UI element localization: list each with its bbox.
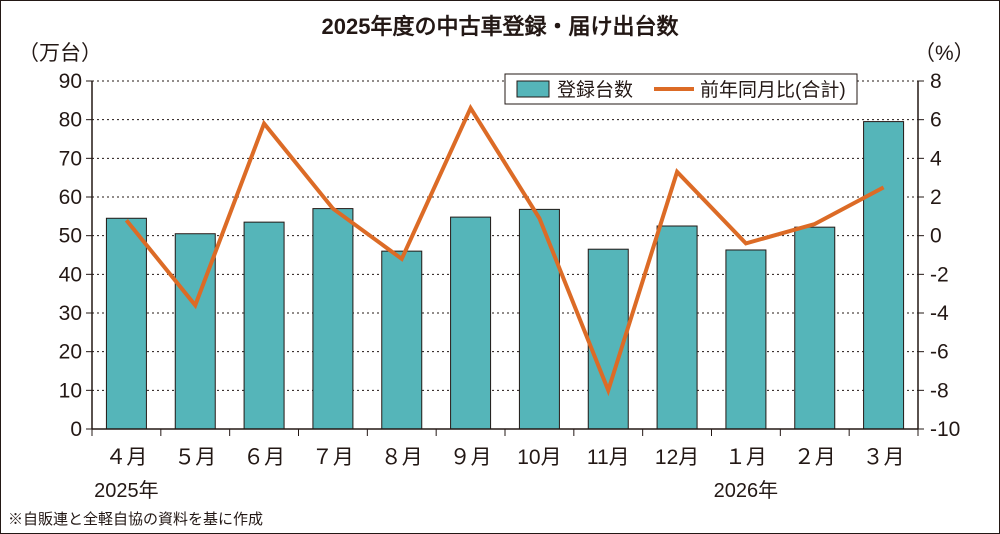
axes — [86, 80, 924, 436]
year-labels: 2025年 2026年 — [94, 479, 778, 502]
right-tick-label: 4 — [930, 147, 942, 170]
category-label: ８月 — [381, 446, 423, 469]
line-series — [124, 103, 885, 397]
right-tick-label: -4 — [930, 302, 949, 325]
bar-series — [105, 121, 905, 430]
left-tick-label: 80 — [59, 109, 82, 132]
category-label: ４月 — [105, 446, 147, 469]
category-label: ５月 — [174, 446, 216, 469]
legend: 登録台数 前年同月比(合計) — [504, 73, 858, 105]
category-label: 10月 — [517, 446, 561, 469]
left-axis-unit: （万台） — [18, 42, 102, 65]
category-labels: ４月 ５月 ６月 ７月 ８月 ９月 10月 11月 12月 １月 ２月 ３月 — [105, 446, 904, 469]
bar — [794, 226, 836, 430]
bar — [725, 249, 767, 430]
left-tick-label: 10 — [59, 379, 82, 402]
bar — [243, 221, 285, 430]
right-tick-label: -6 — [930, 341, 949, 364]
left-axis-ticks: 0 10 20 30 40 50 60 70 80 90 — [59, 70, 82, 441]
left-tick-label: 70 — [59, 147, 82, 170]
bar — [381, 250, 423, 430]
yoy-line — [124, 103, 885, 397]
legend-bar-label: 登録台数 — [557, 79, 633, 101]
left-tick-label: 50 — [59, 225, 82, 248]
right-tick-label: 0 — [930, 225, 942, 248]
right-tick-label: 2 — [930, 186, 942, 209]
left-tick-label: 30 — [59, 302, 82, 325]
category-label: １月 — [725, 446, 767, 469]
category-label: 11月 — [587, 446, 630, 469]
bar — [518, 208, 560, 430]
right-axis-unit: （%） — [914, 42, 975, 65]
left-tick-label: 40 — [59, 263, 82, 286]
left-tick-label: 90 — [59, 70, 82, 93]
right-tick-label: -10 — [930, 418, 960, 441]
year-label: 2026年 — [714, 479, 779, 502]
gridlines — [92, 80, 918, 391]
bar — [656, 225, 698, 430]
category-label: ９月 — [450, 446, 492, 469]
legend-line-label: 前年同月比(合計) — [700, 79, 846, 101]
right-tick-label: -8 — [930, 379, 949, 402]
category-label: ２月 — [794, 446, 836, 469]
right-tick-label: 6 — [930, 109, 942, 132]
bar — [312, 208, 354, 430]
year-label: 2025年 — [94, 479, 159, 502]
bar — [587, 248, 629, 430]
legend-bar-swatch — [516, 80, 550, 98]
bar — [450, 216, 492, 430]
left-tick-label: 0 — [70, 418, 82, 441]
right-tick-label: 8 — [930, 70, 942, 93]
left-tick-label: 60 — [59, 186, 82, 209]
right-tick-label: -2 — [930, 263, 949, 286]
category-label: 12月 — [655, 446, 699, 469]
category-label: ７月 — [312, 446, 354, 469]
footnote: ※自販連と全軽自協の資料を基に作成 — [8, 510, 263, 528]
bar — [863, 121, 905, 430]
left-tick-label: 20 — [59, 341, 82, 364]
category-label: ３月 — [863, 446, 905, 469]
category-label: ６月 — [243, 446, 285, 469]
chart-title: 2025年度の中古車登録・届け出台数 — [322, 14, 680, 39]
right-axis-ticks: -10 -8 -6 -4 -2 0 2 4 6 8 — [930, 70, 960, 441]
bar — [105, 217, 147, 430]
